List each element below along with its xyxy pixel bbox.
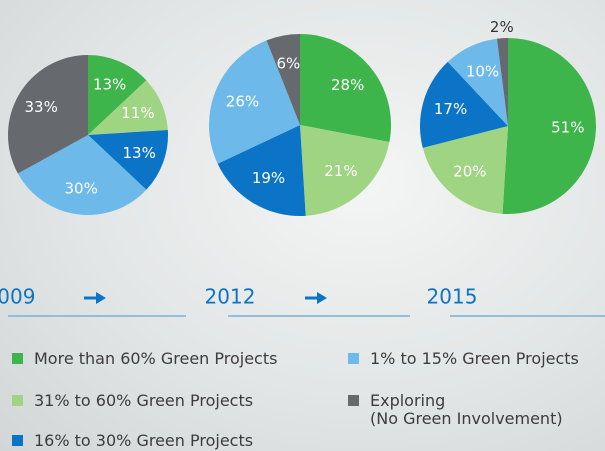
data-label: 10%: [466, 62, 499, 80]
legend-swatch: [12, 435, 23, 446]
legend-swatch: [12, 353, 23, 364]
data-label: 51%: [551, 118, 584, 136]
legend-label: 31% to 60% Green Projects: [34, 391, 253, 410]
legend-swatch: [348, 395, 359, 406]
legend-label: More than 60% Green Projects: [34, 349, 277, 368]
data-label: 2%: [490, 18, 514, 36]
data-label: 19%: [252, 169, 285, 187]
legend-item: Exploring (No Green Involvement): [348, 392, 563, 428]
data-label: 20%: [453, 163, 486, 181]
legend-item: 31% to 60% Green Projects: [12, 392, 253, 410]
data-label: 33%: [25, 98, 58, 116]
legend-item: 16% to 30% Green Projects: [12, 432, 253, 450]
legend-label: Exploring (No Green Involvement): [370, 391, 563, 428]
pie-title: 2012: [205, 285, 256, 309]
data-label: 13%: [93, 76, 126, 94]
data-label: 6%: [277, 55, 301, 73]
data-label: 13%: [123, 144, 156, 162]
legend-item: More than 60% Green Projects: [12, 350, 277, 368]
legend-label: 1% to 15% Green Projects: [370, 349, 579, 368]
data-label: 26%: [226, 93, 259, 111]
data-label: 11%: [121, 104, 154, 122]
pie-title: 2015: [427, 285, 478, 309]
pie-title: 2009: [0, 285, 35, 309]
legend-swatch: [348, 353, 359, 364]
legend-item: 1% to 15% Green Projects: [348, 350, 579, 368]
data-label: 21%: [324, 162, 357, 180]
data-label: 17%: [434, 100, 467, 118]
data-label: 28%: [331, 76, 364, 94]
data-label: 30%: [65, 179, 98, 197]
page: 13% 11% 13% 30% 33% 2009 28% 21% 19% 26% 6% 2012 51%…: [0, 0, 605, 451]
legend-swatch: [12, 395, 23, 406]
legend-label: 16% to 30% Green Projects: [34, 431, 253, 450]
chart: 13% 11% 13% 30% 33% 2009 28% 21% 19% 26% 6% 2012 51%…: [0, 0, 605, 451]
